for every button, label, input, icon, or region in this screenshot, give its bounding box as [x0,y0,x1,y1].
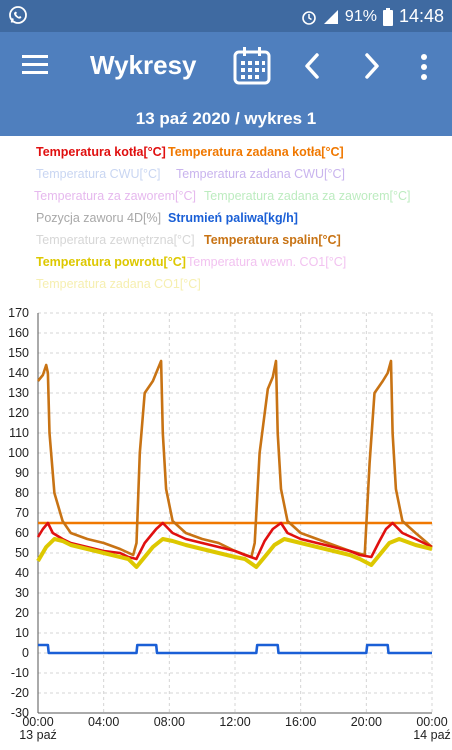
status-bar: 91% 14:48 [0,0,452,32]
more-vert-icon[interactable] [414,52,434,82]
chevron-left-icon[interactable] [302,52,322,80]
y-tick-label: 60 [15,526,29,540]
x-tick-label: 08:00 [154,715,185,729]
y-tick-label: 40 [15,566,29,580]
x-tick-label: 00:00 [22,715,53,729]
y-tick-label: 120 [8,406,29,420]
battery-level: 91% [344,7,377,25]
x-tick-label: 16:00 [285,715,316,729]
y-tick-label: 0 [22,646,29,660]
x-tick-label: 04:00 [88,715,119,729]
y-tick-label: 30 [15,586,29,600]
legend-item-temperatura-kotla[interactable]: Temperatura kotła[°C] [36,145,166,159]
legend-item-temperatura-zadana-kotla[interactable]: Temperatura zadana kotła[°C] [168,145,344,159]
legend-item-temperatura-zadana-cwu[interactable]: Temperatura zadana CWU[°C] [176,167,345,181]
y-tick-label: 150 [8,346,29,360]
series-line-4 [38,643,432,655]
legend-item-temperatura-zadana-co1[interactable]: Temperatura zadana CO1[°C] [36,277,201,291]
legend-item-temperatura-wewn-co1[interactable]: Temperatura wewn. CO1[°C] [187,255,347,269]
y-tick-label: 110 [9,426,29,440]
chart-plot[interactable]: 1701601501401301201101009080706050403020… [0,295,452,750]
y-tick-label: 90 [15,466,29,480]
y-tick-label: 130 [8,386,29,400]
chevron-right-icon[interactable] [362,52,382,80]
chart-date-label: 13 paź 2020 / wykres 1 [0,102,452,136]
signal-icon [323,9,338,24]
page-title: Wykresy [90,50,197,80]
x-tick-label: 00:00 [416,715,447,729]
legend-item-strumien-paliwa[interactable]: Strumień paliwa[kg/h] [168,211,298,225]
menu-icon[interactable] [22,54,48,76]
y-tick-label: 80 [15,486,29,500]
x-tick-date-label: 13 paź [19,728,57,742]
calendar-icon[interactable] [232,46,272,86]
y-tick-label: 160 [8,326,29,340]
y-tick-label: -20 [11,686,29,700]
battery-icon [382,7,393,26]
legend-item-temperatura-powrotu[interactable]: Temperatura powrotu[°C] [36,255,186,269]
alarm-icon [302,10,316,25]
x-tick-label: 12:00 [219,715,250,729]
y-tick-label: -30 [11,706,29,720]
legend-item-temperatura-zadana-za-zaworem[interactable]: Temperatura zadana za zaworem[°C] [204,189,411,203]
y-tick-label: -10 [11,666,29,680]
legend-item-temperatura-za-zaworem[interactable]: Temperatura za zaworem[°C] [34,189,196,203]
y-tick-label: 50 [15,546,29,560]
clock-time: 14:48 [398,6,444,26]
legend-item-temperatura-zewnetrzna[interactable]: Temperatura zewnętrzna[°C] [36,233,195,247]
legend-item-pozycja-zaworu[interactable]: Pozycja zaworu 4D[%] [36,211,162,225]
app-toolbar: Wykresy [0,32,452,102]
legend-item-temperatura-spalin[interactable]: Temperatura spalin[°C] [204,233,341,247]
series-line-3 [36,537,433,569]
x-tick-date-label: 14 paź [413,728,451,742]
legend-item-temperatura-cwu[interactable]: Temperatura CWU[°C] [36,167,161,181]
x-tick-label: 20:00 [351,715,382,729]
y-tick-label: 20 [15,606,29,620]
y-tick-label: 100 [8,446,29,460]
whatsapp-icon [9,6,27,24]
y-tick-label: 70 [15,506,29,520]
y-tick-label: 140 [8,366,29,380]
y-tick-label: 170 [8,306,29,320]
y-tick-label: 10 [15,626,29,640]
